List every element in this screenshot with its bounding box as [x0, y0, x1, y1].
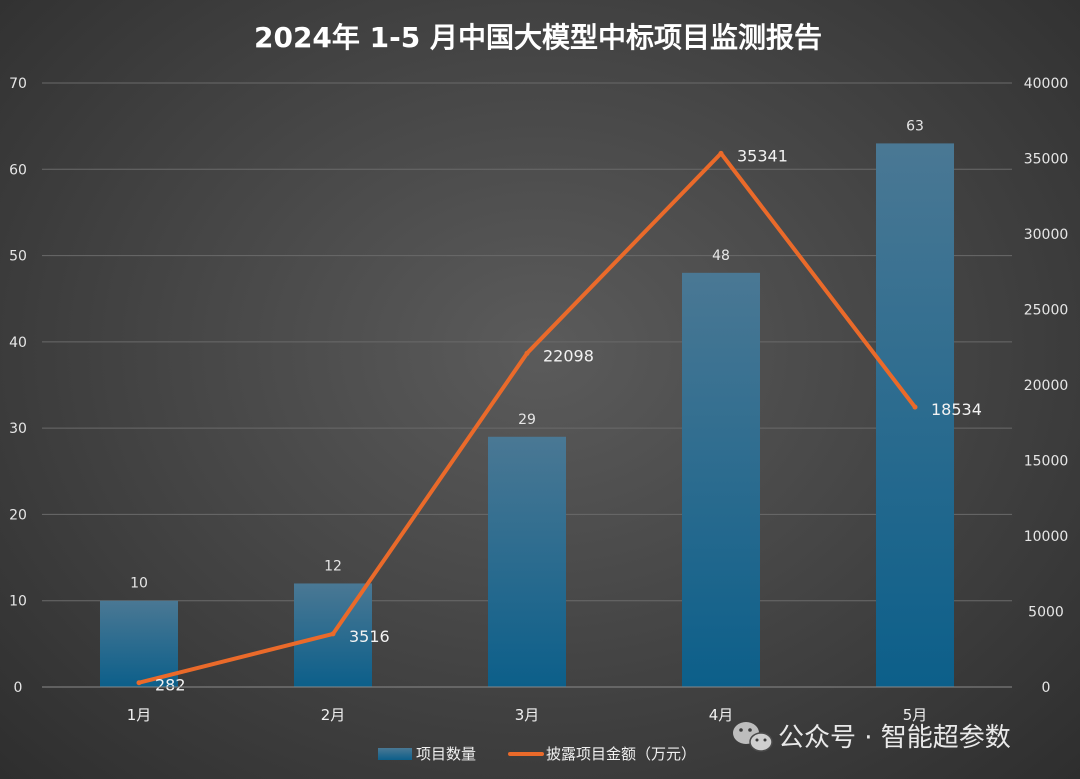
bar-data-label: 10 [130, 576, 148, 592]
bar [100, 600, 178, 687]
y-tick-label-right: 0 [1042, 680, 1051, 696]
y-tick-label-right: 40000 [1024, 76, 1069, 92]
line-data-label: 282 [155, 676, 186, 695]
line-point [718, 150, 724, 156]
y-tick-label-right: 35000 [1024, 152, 1069, 168]
y-tick-label-left: 10 [9, 594, 27, 610]
x-tick-label: 4月 [709, 706, 734, 724]
y-tick-label-left: 70 [9, 76, 27, 92]
legend-label-bar: 项目数量 [416, 745, 476, 763]
legend: 项目数量 披露项目金额（万元） [378, 745, 696, 763]
x-tick-label: 5月 [903, 706, 928, 724]
y-tick-label-right: 15000 [1024, 454, 1069, 470]
bar-data-label: 29 [518, 412, 536, 428]
chart-title: 2024年 1-5 月中国大模型中标项目监测报告 [254, 21, 822, 54]
bar [682, 272, 760, 687]
legend-swatch-bar [378, 748, 412, 760]
bar [876, 143, 954, 687]
y-tick-label-left: 40 [9, 335, 27, 351]
wechat-icon [733, 722, 773, 752]
y-tick-label-left: 30 [9, 421, 27, 437]
bar [488, 436, 566, 687]
bar-data-label: 48 [712, 248, 730, 264]
y-tick-label-left: 0 [14, 680, 23, 696]
line-data-label: 35341 [737, 146, 788, 165]
line-point [524, 350, 530, 356]
line-data-label: 18534 [931, 400, 982, 419]
y-tick-label-right: 10000 [1024, 529, 1069, 545]
y-tick-label-right: 30000 [1024, 227, 1069, 243]
line-data-label: 3516 [349, 627, 390, 646]
line-data-label: 22098 [543, 346, 594, 365]
bar-data-label: 63 [906, 118, 924, 134]
line-point [136, 680, 142, 686]
bar-series: 10 12 29 48 63 [100, 118, 954, 687]
x-tick-label: 3月 [515, 706, 540, 724]
axes: 0 10 20 30 40 50 60 70 0 5000 10000 15000 20000 25000… [9, 76, 1068, 724]
x-tick-label: 1月 [127, 706, 152, 724]
y-tick-label-right: 25000 [1024, 303, 1069, 319]
y-tick-label-left: 20 [9, 507, 27, 523]
y-tick-label-left: 60 [9, 162, 27, 178]
line-series: 282 3516 22098 35341 18534 [136, 146, 982, 695]
x-tick-label: 2月 [321, 706, 346, 724]
y-tick-label-right: 20000 [1024, 378, 1069, 394]
y-tick-label-right: 5000 [1028, 605, 1064, 621]
watermark-text: 公众号 · 智能超参数 [778, 723, 1011, 753]
watermark: 公众号 · 智能超参数 [733, 722, 1011, 753]
legend-label-line: 披露项目金额（万元） [546, 745, 696, 763]
line-point [330, 631, 336, 637]
y-tick-label-left: 50 [9, 249, 27, 265]
bar-data-label: 12 [324, 558, 342, 574]
line-point [912, 404, 918, 410]
